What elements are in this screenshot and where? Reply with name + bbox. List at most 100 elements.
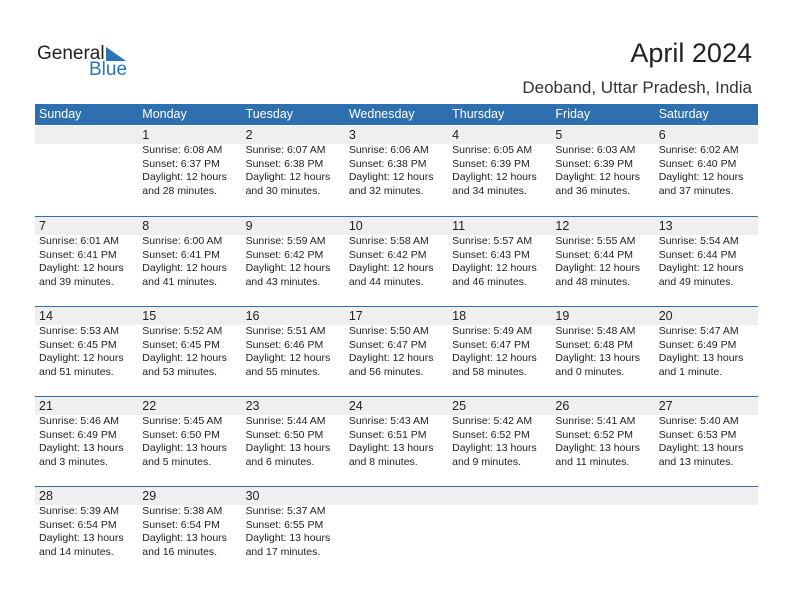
- day-daylight1: Daylight: 13 hours: [142, 442, 227, 454]
- day-daylight1: Daylight: 12 hours: [348, 352, 434, 364]
- day-sunset: Sunset: 6:44 PM: [658, 248, 737, 261]
- day-number: 3: [348, 128, 356, 142]
- day-number: 28: [39, 489, 53, 503]
- day-cell: 17 Sunrise: 5:50 AM Sunset: 6:47 PM Dayligh…: [345, 307, 448, 396]
- day-sunrise: Sunrise: 5:49 AM: [452, 325, 533, 337]
- day-sunrise: Sunrise: 5:41 AM: [555, 415, 636, 427]
- day-sunset: Sunset: 6:49 PM: [658, 338, 737, 351]
- day-daylight2: and 28 minutes.: [142, 184, 217, 197]
- day-daylight1: Daylight: 12 hours: [452, 352, 537, 364]
- day-cell: 22 Sunrise: 5:45 AM Sunset: 6:50 PM Dayligh…: [138, 397, 241, 486]
- week-row: 28 Sunrise: 5:39 AM Sunset: 6:54 PM Dayligh…: [35, 486, 758, 576]
- day-daylight2: and 16 minutes.: [142, 545, 217, 558]
- day-number: 11: [452, 219, 466, 233]
- day-number: 2: [245, 128, 253, 142]
- day-daylight2: and 37 minutes.: [658, 184, 734, 197]
- day-sunset: Sunset: 6:48 PM: [555, 338, 634, 351]
- day-sunrise: Sunrise: 5:51 AM: [245, 325, 326, 337]
- day-cell: 24 Sunrise: 5:43 AM Sunset: 6:51 PM Dayligh…: [345, 397, 448, 486]
- day-cell: 2 Sunrise: 6:07 AM Sunset: 6:38 PM Daylight…: [242, 126, 345, 216]
- day-cell: 27 Sunrise: 5:40 AM Sunset: 6:53 PM Dayligh…: [655, 397, 758, 486]
- day-daylight2: and 14 minutes.: [39, 545, 114, 558]
- day-daylight2: and 44 minutes.: [348, 275, 424, 288]
- day-sunrise: Sunrise: 5:46 AM: [39, 415, 119, 427]
- day-sunset: Sunset: 6:38 PM: [348, 157, 427, 170]
- day-sunset: Sunset: 6:41 PM: [142, 248, 220, 261]
- day-daylight2: and 5 minutes.: [142, 455, 212, 468]
- day-daylight1: Daylight: 12 hours: [245, 262, 331, 274]
- week-row: 7 Sunrise: 6:01 AM Sunset: 6:41 PM Daylight…: [35, 216, 758, 306]
- day-sunrise: Sunrise: 5:43 AM: [348, 415, 429, 427]
- day-cell: 16 Sunrise: 5:51 AM Sunset: 6:46 PM Dayligh…: [242, 307, 345, 396]
- day-daylight2: and 43 minutes.: [245, 275, 321, 288]
- day-sunset: Sunset: 6:55 PM: [245, 518, 324, 531]
- day-number: 15: [142, 309, 157, 323]
- day-daylight2: and 53 minutes.: [142, 365, 217, 378]
- day-cell: 29 Sunrise: 5:38 AM Sunset: 6:54 PM Dayligh…: [138, 487, 241, 576]
- day-number: 12: [555, 219, 570, 233]
- day-number: 21: [39, 399, 53, 413]
- day-daylight2: and 30 minutes.: [245, 184, 321, 197]
- day-number: 25: [452, 399, 467, 413]
- day-sunrise: Sunrise: 6:02 AM: [658, 144, 739, 156]
- day-sunset: Sunset: 6:39 PM: [555, 157, 634, 170]
- day-sunset: Sunset: 6:50 PM: [142, 428, 220, 441]
- day-daylight1: Daylight: 12 hours: [348, 171, 434, 183]
- weekday-tuesday: Tuesday: [245, 107, 294, 121]
- day-sunrise: Sunrise: 5:59 AM: [245, 235, 326, 247]
- day-sunrise: Sunrise: 6:07 AM: [245, 144, 326, 156]
- day-daylight1: Daylight: 13 hours: [658, 442, 744, 454]
- empty-cell: [551, 487, 654, 576]
- day-cell: 14 Sunrise: 5:53 AM Sunset: 6:45 PM Dayligh…: [35, 307, 138, 396]
- day-daylight1: Daylight: 12 hours: [658, 171, 744, 183]
- day-sunset: Sunset: 6:37 PM: [142, 157, 220, 170]
- day-daylight1: Daylight: 13 hours: [555, 352, 641, 364]
- day-cell: 6 Sunrise: 6:02 AM Sunset: 6:40 PM Daylight…: [655, 126, 758, 216]
- day-sunrise: Sunrise: 6:01 AM: [39, 235, 119, 247]
- day-sunrise: Sunrise: 5:45 AM: [142, 415, 223, 427]
- weekday-wednesday: Wednesday: [348, 107, 415, 121]
- day-daylight1: Daylight: 13 hours: [348, 442, 434, 454]
- day-cell: 26 Sunrise: 5:41 AM Sunset: 6:52 PM Dayligh…: [551, 397, 654, 486]
- day-number: 27: [658, 399, 673, 413]
- weekday-saturday: Saturday: [658, 107, 709, 121]
- day-daylight1: Daylight: 13 hours: [555, 442, 641, 454]
- day-sunrise: Sunrise: 5:40 AM: [658, 415, 739, 427]
- location: Deoband, Uttar Pradesh, India: [522, 78, 752, 97]
- day-sunrise: Sunrise: 5:42 AM: [452, 415, 533, 427]
- day-sunset: Sunset: 6:51 PM: [348, 428, 427, 441]
- day-daylight2: and 36 minutes.: [555, 184, 631, 197]
- day-cell: 8 Sunrise: 6:00 AM Sunset: 6:41 PM Daylight…: [138, 217, 241, 306]
- day-cell: 21 Sunrise: 5:46 AM Sunset: 6:49 PM Dayligh…: [35, 397, 138, 486]
- day-sunset: Sunset: 6:40 PM: [658, 157, 737, 170]
- day-sunset: Sunset: 6:54 PM: [39, 518, 117, 531]
- day-number: 9: [245, 219, 253, 233]
- day-sunset: Sunset: 6:42 PM: [245, 248, 324, 261]
- day-daylight2: and 39 minutes.: [39, 275, 114, 288]
- day-daylight2: and 13 minutes.: [658, 455, 734, 468]
- day-sunrise: Sunrise: 5:57 AM: [452, 235, 533, 247]
- day-sunrise: Sunrise: 5:47 AM: [658, 325, 739, 337]
- day-cell: 20 Sunrise: 5:47 AM Sunset: 6:49 PM Dayligh…: [655, 307, 758, 396]
- day-sunrise: Sunrise: 5:53 AM: [39, 325, 119, 337]
- day-cell: 15 Sunrise: 5:52 AM Sunset: 6:45 PM Dayligh…: [138, 307, 241, 396]
- day-daylight1: Daylight: 13 hours: [142, 532, 227, 544]
- day-sunrise: Sunrise: 5:52 AM: [142, 325, 223, 337]
- day-daylight2: and 55 minutes.: [245, 365, 321, 378]
- day-number: 20: [658, 309, 673, 323]
- day-sunrise: Sunrise: 5:44 AM: [245, 415, 326, 427]
- day-number: 26: [555, 399, 570, 413]
- day-sunset: Sunset: 6:52 PM: [555, 428, 634, 441]
- day-cell: 5 Sunrise: 6:03 AM Sunset: 6:39 PM Daylight…: [551, 126, 654, 216]
- day-sunrise: Sunrise: 6:06 AM: [348, 144, 429, 156]
- day-cell: 30 Sunrise: 5:37 AM Sunset: 6:55 PM Dayligh…: [242, 487, 345, 576]
- day-daylight2: and 1 minute.: [658, 365, 723, 378]
- empty-cell: [448, 487, 551, 576]
- generalblue-logo: General Blue: [37, 43, 132, 83]
- day-sunrise: Sunrise: 5:38 AM: [142, 505, 223, 517]
- day-number: 1: [142, 128, 150, 142]
- calendar-grid: 1 Sunrise: 6:08 AM Sunset: 6:37 PM Daylight…: [35, 126, 758, 576]
- day-cell: 19 Sunrise: 5:48 AM Sunset: 6:48 PM Dayligh…: [551, 307, 654, 396]
- day-sunrise: Sunrise: 6:08 AM: [142, 144, 223, 156]
- day-cell: 7 Sunrise: 6:01 AM Sunset: 6:41 PM Daylight…: [35, 217, 138, 306]
